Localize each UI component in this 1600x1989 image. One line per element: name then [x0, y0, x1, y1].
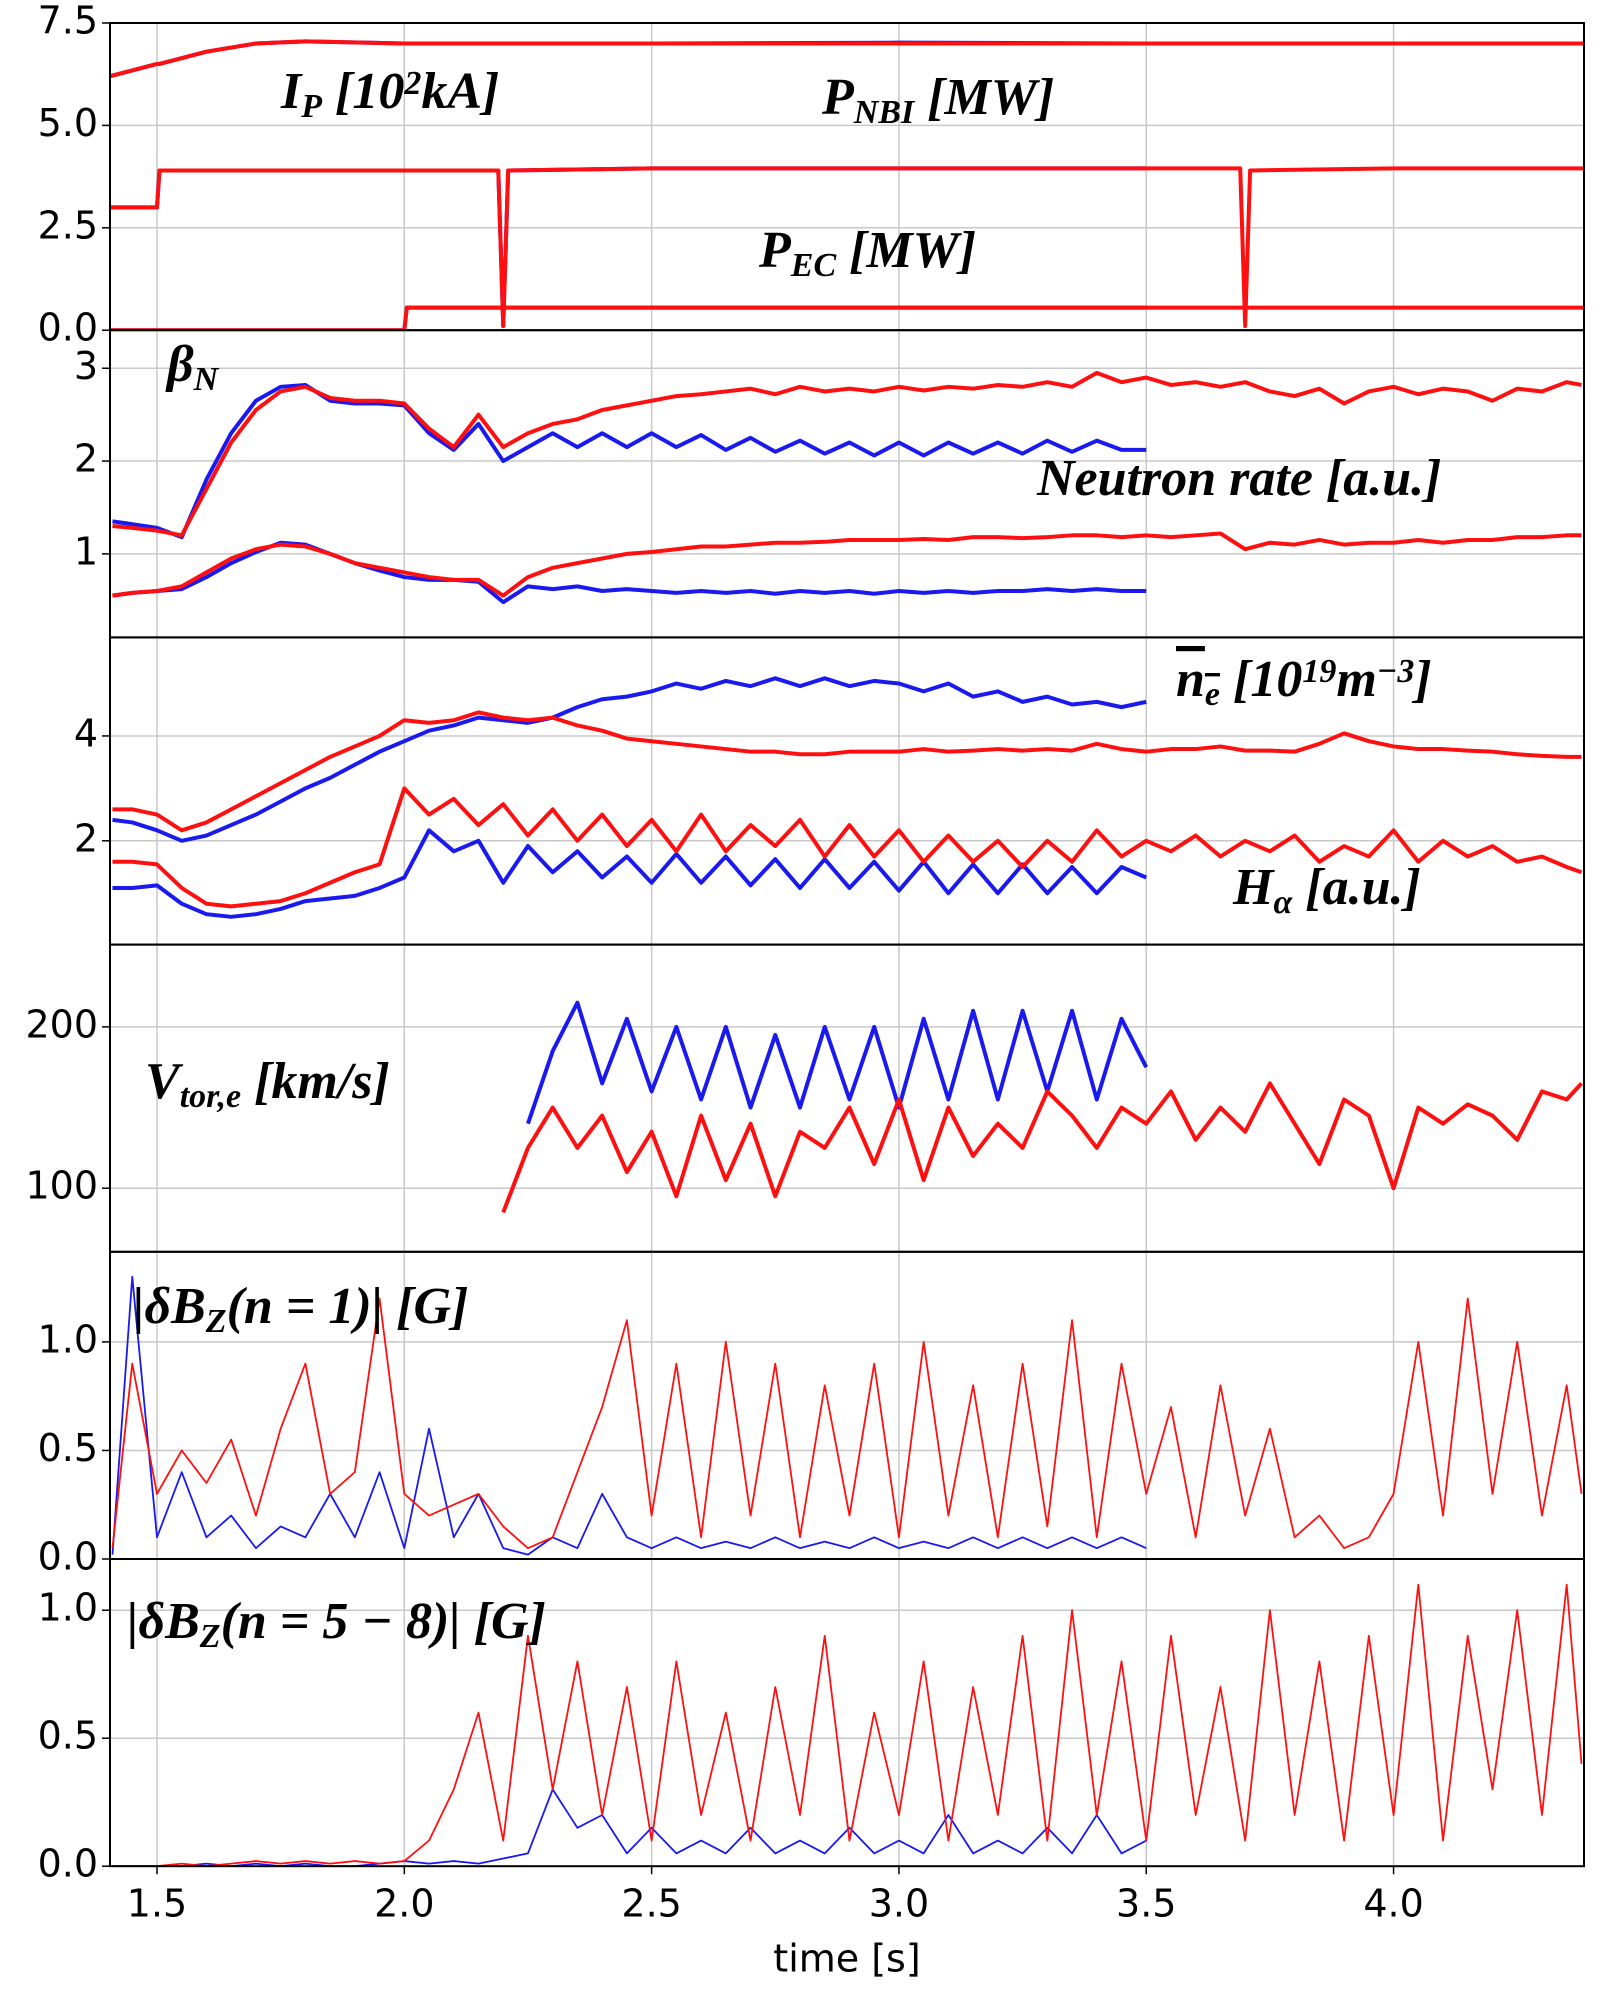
annotation-part: [10 [322, 63, 404, 120]
annotation-part: [a.u.] [1292, 859, 1421, 916]
x-tick-label: 2.5 [621, 1882, 681, 1926]
series-line [112, 786, 1583, 909]
annotation-part: β [165, 336, 194, 393]
annotation: IP [102kA] [280, 63, 499, 125]
annotation-part: m [1336, 651, 1376, 708]
series-line [110, 305, 1147, 331]
annotation: Neutron rate [a.u.] [1036, 450, 1441, 507]
y-tick-label: 0.5 [38, 1714, 98, 1758]
annotation-part: H [1232, 859, 1275, 916]
series-line [112, 370, 1582, 538]
annotation-part: ] [1411, 651, 1431, 708]
y-tick-label: 1.0 [38, 1586, 98, 1630]
series-line [111, 1297, 1583, 1550]
y-tick-label: 2 [74, 816, 98, 860]
y-tick-label: 2 [74, 437, 98, 481]
plot-area [111, 1275, 1583, 1556]
annotation: Vtor,e [km/s] [145, 1053, 390, 1115]
annotation-part: P [758, 222, 792, 279]
panel-frame [109, 1558, 1585, 1868]
annotation-part: α [1273, 884, 1293, 921]
annotation-part: (n = 5 − 8)| [G] [221, 1593, 546, 1650]
annotation-part: P [300, 88, 322, 125]
series-line [112, 1788, 1147, 1867]
annotation-part: [km/s] [241, 1053, 390, 1110]
annotation-part: N [193, 361, 220, 398]
annotation: Hα [a.u.] [1232, 859, 1421, 921]
annotation-part: n [1176, 651, 1205, 708]
annotation-part: V [145, 1053, 184, 1110]
y-tick-label: 100 [25, 1164, 98, 1208]
y-tick-label: 2.5 [38, 203, 98, 247]
series-line [112, 531, 1582, 598]
annotation-part: |δB [133, 1278, 206, 1335]
annotation-part: 2 [403, 65, 421, 102]
annotation: |δBZ(n = 5 − 8)| [G] [127, 1593, 546, 1655]
annotation-part: [MW] [914, 69, 1054, 126]
x-tick-label: 3.0 [869, 1882, 929, 1926]
x-tick-label: 4.0 [1363, 1882, 1423, 1926]
annotation: |δBZ(n = 1)| [G] [133, 1278, 468, 1340]
series-line [112, 828, 1148, 919]
series-line [112, 540, 1147, 605]
annotation-part: Z [199, 1618, 221, 1655]
series-line [110, 39, 1584, 79]
annotation-part: I [280, 63, 303, 120]
x-tick-label: 3.5 [1116, 1882, 1176, 1926]
annotation-part: [MW] [836, 222, 976, 279]
y-tick-label: 0.0 [38, 1535, 98, 1579]
annotation-part: −3 [1377, 653, 1415, 690]
annotation-part: EC [790, 247, 837, 284]
annotation-part: [10 [1220, 651, 1302, 708]
series-line [110, 166, 1584, 329]
y-tick-label: 0.0 [38, 1842, 98, 1886]
annotation-part: (n = 1)| [G] [227, 1278, 469, 1335]
annotation-part: 19 [1302, 653, 1336, 690]
y-tick-label: 0.0 [38, 306, 98, 350]
annotation-part: e [1205, 676, 1220, 713]
y-tick-label: 3 [74, 344, 98, 388]
annotation-part: Z [205, 1303, 227, 1340]
y-tick-label: 5.0 [38, 101, 98, 145]
series-line [110, 305, 1584, 331]
plot-area [112, 370, 1582, 605]
annotation: PNBI [MW] [821, 69, 1054, 131]
x-tick-label: 1.5 [127, 1882, 187, 1926]
y-tick-label: 0.5 [38, 1426, 98, 1470]
y-tick-label: 7.5 [38, 0, 98, 43]
y-tick-label: 4 [74, 711, 98, 755]
series-line [112, 676, 1147, 843]
series-line [526, 1000, 1149, 1125]
annotation: βN [165, 336, 220, 398]
series-line [112, 710, 1582, 833]
series-line [501, 1081, 1584, 1214]
y-tick-label: 1 [74, 529, 98, 573]
x-axis-label: time [s] [773, 1937, 920, 1981]
annotation: PEC [MW] [758, 222, 976, 284]
x-tick-label: 2.0 [374, 1882, 434, 1926]
series-line [112, 382, 1147, 540]
annotation-part: tor,e [180, 1078, 241, 1115]
series-line [112, 1583, 1583, 1867]
plot-area [112, 676, 1583, 919]
annotation-part: P [821, 69, 855, 126]
y-tick-label: 200 [25, 1002, 98, 1046]
annotation-part: Neutron rate [a.u.] [1036, 450, 1441, 507]
annotation-part: kA] [421, 63, 499, 120]
y-tick-label: 1.0 [38, 1317, 98, 1361]
annotation: ne [1019m−3] [1176, 651, 1432, 713]
annotation-part: |δB [127, 1593, 200, 1650]
plot-area [501, 1000, 1584, 1214]
annotation-part: NBI [853, 94, 916, 131]
series-line [111, 1275, 1147, 1556]
series-line [110, 166, 1147, 329]
